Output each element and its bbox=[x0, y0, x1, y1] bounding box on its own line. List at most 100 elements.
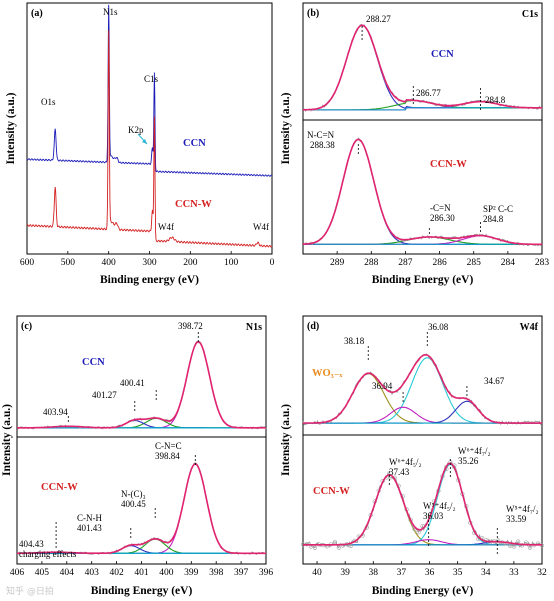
panel-b: (b) C1s 289 288 287 286 285 284 283 Binding Energ… bbox=[280, 2, 549, 286]
raw-point bbox=[508, 543, 513, 549]
subplot-1: WO₃₋ₓ 38.18 36.08 36.94 34.67 bbox=[302, 322, 543, 426]
peak-value: 37.43 bbox=[389, 467, 410, 477]
x-axis-label: Binding Energy (eV) bbox=[372, 274, 474, 286]
raw-point bbox=[348, 543, 353, 548]
plot-frame bbox=[16, 315, 267, 565]
panel-label: (c) bbox=[21, 321, 32, 332]
x-tick-label: 285 bbox=[467, 258, 482, 268]
fit-envelope bbox=[17, 340, 266, 429]
peak-value: 284.8 bbox=[485, 95, 506, 105]
plot-frame bbox=[26, 2, 273, 255]
peak-label: N1s bbox=[103, 7, 118, 17]
peak-value: 288.27 bbox=[366, 14, 391, 24]
peak-label: W4f bbox=[158, 222, 174, 232]
fit-envelope bbox=[303, 462, 542, 546]
x-tick-label: 284 bbox=[501, 258, 516, 268]
x-tick-label: 34 bbox=[481, 568, 491, 578]
x-tick-label: 35 bbox=[453, 568, 463, 578]
peak-assignment: C-N-H bbox=[77, 513, 102, 523]
x-tick-label: 288 bbox=[364, 258, 379, 268]
fit-envelope bbox=[302, 138, 542, 246]
peak-assignment: W⁵⁺4f₇/₂ bbox=[506, 504, 539, 514]
peak-assignment: C-N=C bbox=[155, 441, 182, 451]
panel-a: (a) 600 500 400 300 200 100 0 Binding energy (eV… bbox=[5, 2, 275, 286]
raw-point bbox=[527, 545, 533, 550]
peak-value: charging effects bbox=[19, 549, 77, 559]
fit-envelope bbox=[303, 24, 542, 111]
panel-title: C1s bbox=[522, 9, 538, 20]
plot-frame bbox=[302, 315, 543, 565]
raw-data bbox=[302, 23, 543, 112]
peak-label: O1s bbox=[41, 97, 56, 107]
peak-value: 34.67 bbox=[484, 376, 505, 386]
x-tick-label: 402 bbox=[109, 568, 124, 578]
peak-value: 36.03 bbox=[423, 511, 444, 521]
x-tick-label: 286 bbox=[432, 258, 447, 268]
survey-line-ccn-w bbox=[26, 30, 273, 248]
sample-label-ccnw: CCN-W bbox=[175, 199, 212, 210]
background-line bbox=[303, 107, 542, 111]
plot-frame bbox=[302, 2, 543, 255]
peak-label: C1s bbox=[144, 74, 159, 84]
peak-value: 398.72 bbox=[178, 321, 203, 331]
x-tick-label: 600 bbox=[20, 258, 35, 268]
x-tick-label: 405 bbox=[35, 568, 50, 578]
x-tick-label: 33 bbox=[509, 568, 519, 578]
panel-label: (a) bbox=[31, 8, 43, 19]
peak-assignment: -C=N bbox=[430, 203, 451, 213]
y-axis-label: Intensity (a.u.) bbox=[1, 404, 13, 476]
peak-value: 36.94 bbox=[372, 381, 393, 391]
raw-point bbox=[512, 544, 517, 549]
peak-assignment: N-(C)₃ bbox=[121, 489, 146, 499]
x-tick-label: 289 bbox=[330, 258, 345, 268]
y-axis-label: Intensity (a.u.) bbox=[280, 404, 292, 476]
sample-label: CCN bbox=[82, 357, 105, 368]
x-tick-label: 32 bbox=[537, 568, 547, 578]
subplot-1: CCN 288.27 286.77 284.8 bbox=[302, 14, 543, 112]
peak-value: 38.18 bbox=[344, 336, 365, 346]
peak-value: 403.94 bbox=[43, 407, 68, 417]
peak-value: 284.8 bbox=[483, 214, 504, 224]
sample-label: WO₃₋ₓ bbox=[312, 368, 343, 379]
sample-label: CCN-W bbox=[313, 486, 350, 497]
panel-c: (c) N1s 406 405 404 403 402 401 400 399 398 397 396 B… bbox=[1, 315, 273, 597]
peak-assignment: SP² C-C bbox=[483, 204, 513, 214]
peak-value: 286.77 bbox=[416, 88, 441, 98]
sample-label-ccn: CCN bbox=[183, 138, 206, 149]
peak-value: 400.45 bbox=[121, 499, 146, 509]
peak-assignment: 404.43 bbox=[19, 539, 44, 549]
peak-value: 286.30 bbox=[430, 213, 455, 223]
panel-label: (d) bbox=[307, 321, 319, 332]
y-axis-label: Intensity (a.u.) bbox=[5, 92, 17, 164]
sample-label: CCN-W bbox=[41, 482, 78, 493]
peak-assignment: W⁶⁺4f₇/₂ bbox=[458, 446, 491, 456]
x-axis-label: Binding energy (eV) bbox=[100, 274, 199, 286]
x-tick-label: 406 bbox=[10, 568, 25, 578]
peak-value: 398.84 bbox=[155, 451, 180, 461]
peak-label: W4f bbox=[253, 222, 269, 232]
x-tick-label: 401 bbox=[134, 568, 149, 578]
x-tick-label: 397 bbox=[234, 568, 249, 578]
raw-data bbox=[302, 137, 543, 247]
survey-line-ccn bbox=[26, 4, 273, 177]
raw-point bbox=[416, 530, 421, 535]
x-tick-label: 287 bbox=[398, 258, 413, 268]
x-tick-label: 404 bbox=[60, 568, 75, 578]
peak-value: 36.08 bbox=[428, 322, 449, 332]
raw-point bbox=[332, 539, 337, 545]
fit-envelope bbox=[303, 353, 542, 424]
x-axis-label: Binding Energy (eV) bbox=[91, 585, 193, 597]
peak-value: 400.41 bbox=[120, 378, 145, 388]
x-tick-label: 403 bbox=[85, 568, 100, 578]
peak-value: 33.59 bbox=[506, 514, 527, 524]
peak-assignment: W⁵⁺4f₅/₂ bbox=[423, 501, 456, 511]
k2p-arrowhead bbox=[142, 139, 147, 144]
x-tick-label: 400 bbox=[102, 258, 117, 268]
sample-label: CCN bbox=[431, 49, 454, 60]
raw-point bbox=[519, 543, 525, 548]
subplot-2: CCN-WW⁶⁺4f₅/₂37.43W⁶⁺4f₇/₂35.26W⁵⁺4f₅/₂3… bbox=[300, 446, 545, 556]
x-tick-label: 500 bbox=[61, 258, 76, 268]
x-tick-label: 399 bbox=[184, 568, 199, 578]
